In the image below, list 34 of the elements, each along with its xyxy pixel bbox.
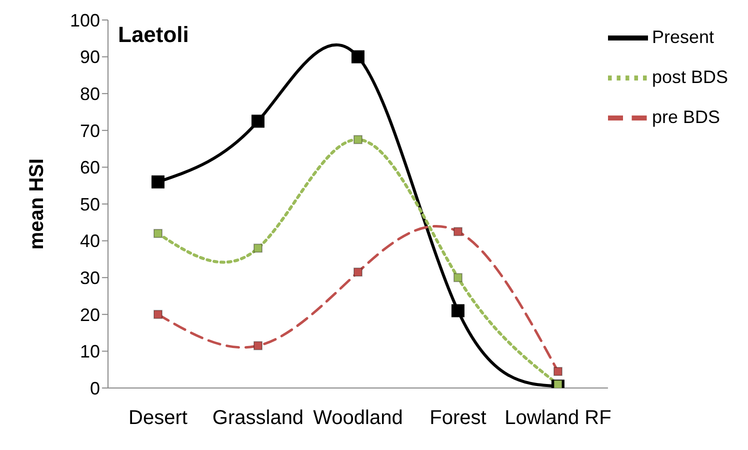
point	[353, 135, 362, 144]
legend-label: Present	[652, 26, 714, 47]
x-tick-label: Lowland RF	[504, 407, 612, 430]
y-tick-label: 70	[80, 120, 100, 141]
y-tick-label: 20	[80, 304, 100, 325]
point	[351, 50, 364, 64]
y-axis-title: mean HSI	[26, 158, 48, 250]
point	[151, 175, 164, 188]
y-tick-label: 100	[70, 10, 100, 30]
legend-label: pre BDS	[652, 106, 720, 127]
y-tick-label: 10	[80, 342, 100, 362]
point	[253, 341, 262, 350]
y-tick-label: 80	[80, 84, 100, 104]
point	[251, 114, 264, 128]
point	[553, 366, 562, 376]
point	[153, 228, 162, 238]
x-tick-label: Desert	[128, 407, 188, 430]
y-tick-label: 90	[80, 47, 100, 68]
point	[353, 268, 362, 277]
x-tick-label: Woodland	[313, 407, 403, 430]
chart-title: Laetoli	[118, 22, 189, 48]
x-tick-label: Forest	[430, 407, 487, 430]
point	[451, 304, 464, 318]
point	[453, 227, 462, 236]
y-tick-label: 40	[80, 231, 100, 252]
y-tick-label: 30	[80, 268, 100, 288]
legend-label: post BDS	[652, 66, 728, 87]
y-tick-label: 60	[80, 158, 100, 178]
point	[253, 244, 262, 253]
point	[153, 310, 162, 319]
y-tick-label: 50	[80, 194, 100, 214]
point	[453, 273, 462, 282]
x-tick-label: Grassland	[212, 407, 304, 430]
y-tick-label: 0	[90, 378, 100, 398]
